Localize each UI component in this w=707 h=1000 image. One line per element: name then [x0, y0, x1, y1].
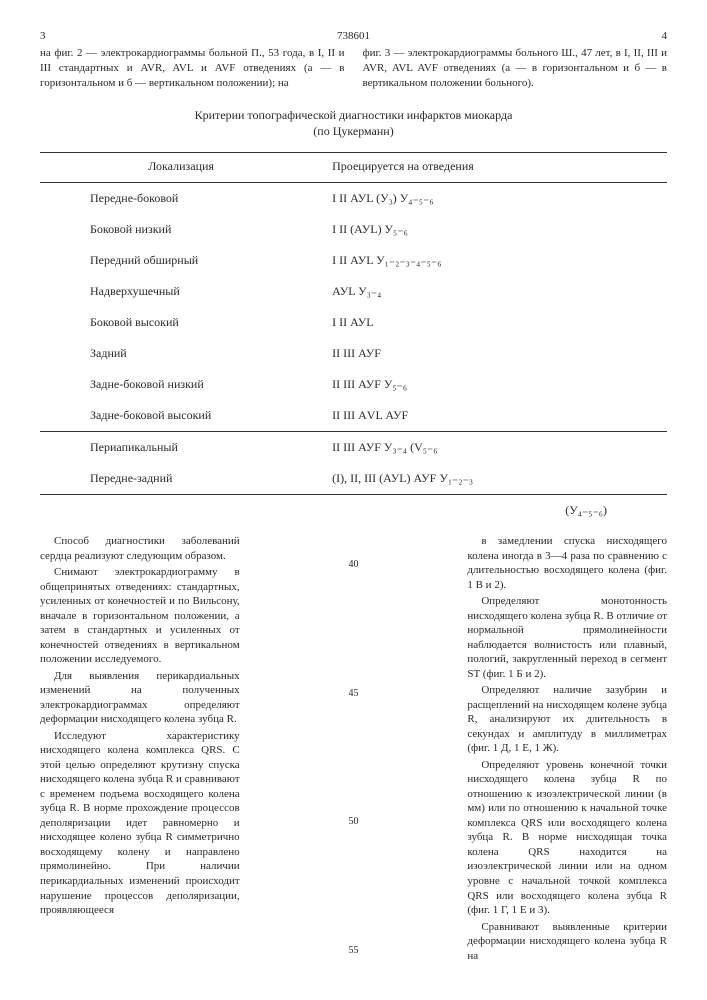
table-row: Боковой высокийI II АУL	[40, 307, 667, 338]
body-para: Определяют наличие зазубрин и расщеплени…	[467, 683, 667, 756]
cell-proj: II III АУF У₃₋₄ (V₅₋₆	[322, 432, 667, 464]
cell-loc: Боковой высокий	[40, 307, 322, 338]
linenum: 55	[349, 944, 359, 957]
table-row: Задне-боковой высокийII III АVL АУF	[40, 400, 667, 432]
body-para: в замедлении спуска нисходящего колена и…	[467, 534, 667, 592]
cell-loc: Задне-боковой низкий	[40, 369, 322, 400]
page-header: 3 738601 4	[40, 30, 667, 42]
linenum: 50	[349, 815, 359, 828]
body-para: Исследуют характеристику нисходящего кол…	[40, 729, 240, 918]
cell-proj: (I), II, III (АУL) АУF У₁₋₂₋₃	[322, 463, 667, 495]
patent-number: 738601	[60, 30, 647, 42]
cell-loc: Боковой низкий	[40, 214, 322, 245]
cell-proj: I II АУL У₁₋₂₋₃₋₄₋₅₋₆	[322, 245, 667, 276]
left-column-number: 3	[40, 30, 60, 42]
table-row: Надверхушечный АУL У₃₋₄	[40, 276, 667, 307]
body-para: Сравнивают выявленные критерии деформаци…	[467, 920, 667, 964]
cell-loc: Передне-задний	[40, 463, 322, 495]
table-title: Критерии топографической диагностики инф…	[40, 107, 667, 141]
cell-loc: Задне-боковой высокий	[40, 400, 322, 432]
intro-left: на фиг. 2 — электрокардиограммы больной …	[40, 46, 345, 91]
body-right-col: в замедлении спуска нисходящего колена и…	[467, 534, 667, 965]
table-header-proj: Проецируется на отведения	[322, 153, 667, 183]
cell-proj: I II АУL (У₃) У₄₋₅₋₆	[322, 183, 667, 215]
criteria-table: Локализация Проецируется на отведения Пе…	[40, 152, 667, 495]
linenum: 40	[349, 558, 359, 571]
intro-right: фиг. 3 — электрокардиограммы больного Ш.…	[363, 46, 668, 91]
cell-loc: Задний	[40, 338, 322, 369]
table-row: ЗаднийII III АУF	[40, 338, 667, 369]
cell-proj: I II АУL	[322, 307, 667, 338]
table-title-line1: Критерии топографической диагностики инф…	[195, 108, 513, 122]
table-title-line2: (по Цукерманн)	[313, 124, 393, 138]
cell-proj: II III АУF У₅₋₆	[322, 369, 667, 400]
table-header-loc: Локализация	[40, 153, 322, 183]
body-para: Снимают электрокардиограмму в общепринят…	[40, 565, 240, 667]
table-row: ПериапикальныйII III АУF У₃₋₄ (V₅₋₆	[40, 432, 667, 464]
cell-loc: Передний обширный	[40, 245, 322, 276]
table-row: Передний обширныйI II АУL У₁₋₂₋₃₋₄₋₅₋₆	[40, 245, 667, 276]
body-para: Способ диагностики заболеваний сердца ре…	[40, 534, 240, 563]
cell-proj: АУL У₃₋₄	[322, 276, 667, 307]
table-row: Передне-боковойI II АУL (У₃) У₄₋₅₋₆	[40, 183, 667, 215]
linenum: 45	[349, 687, 359, 700]
right-column-number: 4	[647, 30, 667, 42]
line-numbers: 40 45 50 55	[254, 534, 454, 965]
body-para: Для выявления перикардиальных изменений …	[40, 669, 240, 727]
table-row: Задне-боковой низкийII III АУF У₅₋₆	[40, 369, 667, 400]
body-para: Определяют монотонность нисходящего коле…	[467, 594, 667, 681]
body-left-col: Способ диагностики заболеваний сердца ре…	[40, 534, 240, 965]
body-para: Определяют уровень конечной точки нисход…	[467, 758, 667, 918]
table-trailing: (У₄₋₅₋₆)	[40, 503, 667, 518]
cell-proj: I II (АУL) У₅₋₆	[322, 214, 667, 245]
table-row: Передне-задний(I), II, III (АУL) АУF У₁₋…	[40, 463, 667, 495]
cell-proj: II III АVL АУF	[322, 400, 667, 432]
cell-loc: Надверхушечный	[40, 276, 322, 307]
cell-loc: Периапикальный	[40, 432, 322, 464]
cell-loc: Передне-боковой	[40, 183, 322, 215]
cell-proj: II III АУF	[322, 338, 667, 369]
table-row: Боковой низкийI II (АУL) У₅₋₆	[40, 214, 667, 245]
body-block: Способ диагностики заболеваний сердца ре…	[40, 534, 667, 965]
intro-block: на фиг. 2 — электрокардиограммы больной …	[40, 46, 667, 91]
